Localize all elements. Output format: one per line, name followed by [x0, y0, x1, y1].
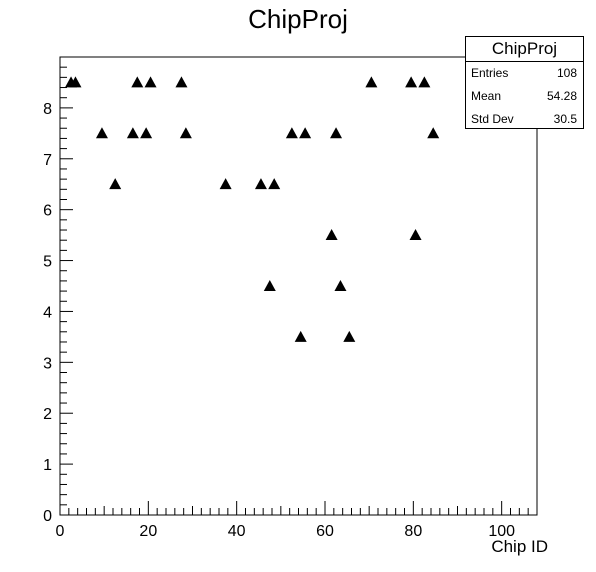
data-point: [330, 127, 342, 138]
data-point: [175, 76, 187, 87]
data-point: [96, 127, 108, 138]
chart-title: ChipProj: [0, 4, 596, 35]
data-points: [65, 76, 439, 341]
data-point: [268, 178, 280, 189]
data-point: [255, 178, 267, 189]
data-point: [140, 127, 152, 138]
x-tick-label: 60: [316, 523, 334, 540]
data-point: [180, 127, 192, 138]
stats-row-entries: Entries 108: [466, 62, 583, 85]
data-point: [264, 280, 276, 291]
y-axis-ticks: 0 1 2 3 4 5 6 7 8: [43, 67, 73, 525]
stats-value: 108: [557, 62, 577, 85]
y-tick-label: 3: [43, 355, 52, 372]
data-point: [220, 178, 232, 189]
data-point: [410, 229, 422, 240]
data-point: [343, 331, 355, 342]
data-point: [427, 127, 439, 138]
data-point: [131, 76, 143, 87]
stats-row-mean: Mean 54.28: [466, 85, 583, 108]
data-point: [145, 76, 157, 87]
y-tick-label: 6: [43, 203, 52, 220]
data-point: [326, 229, 338, 240]
stats-box-title: ChipProj: [466, 37, 583, 62]
stats-label: Std Dev: [471, 108, 514, 131]
x-tick-label: 20: [139, 523, 157, 540]
stats-value: 30.5: [554, 108, 577, 131]
data-point: [286, 127, 298, 138]
data-point: [109, 178, 121, 189]
x-axis-label: Chip ID: [458, 537, 548, 557]
y-tick-label: 7: [43, 152, 52, 169]
y-tick-label: 4: [43, 304, 52, 321]
x-axis-ticks: 0 20 40 60 80 100: [56, 501, 537, 540]
data-point: [127, 127, 139, 138]
y-tick-label: 2: [43, 406, 52, 423]
y-tick-label: 8: [43, 101, 52, 118]
y-tick-label: 1: [43, 457, 52, 474]
stats-row-std-dev: Std Dev 30.5: [466, 108, 583, 131]
data-point: [295, 331, 307, 342]
y-tick-label: 5: [43, 254, 52, 271]
data-point: [405, 76, 417, 87]
data-point: [299, 127, 311, 138]
x-tick-label: 0: [56, 523, 65, 540]
stats-value: 54.28: [547, 85, 577, 108]
y-tick-label: 0: [43, 508, 52, 525]
data-point: [334, 280, 346, 291]
stats-label: Entries: [471, 62, 508, 85]
x-tick-label: 80: [404, 523, 422, 540]
data-point: [418, 76, 430, 87]
stats-label: Mean: [471, 85, 501, 108]
stats-box: ChipProj Entries 108 Mean 54.28 Std Dev …: [465, 36, 584, 129]
data-point: [365, 76, 377, 87]
x-tick-label: 40: [228, 523, 246, 540]
